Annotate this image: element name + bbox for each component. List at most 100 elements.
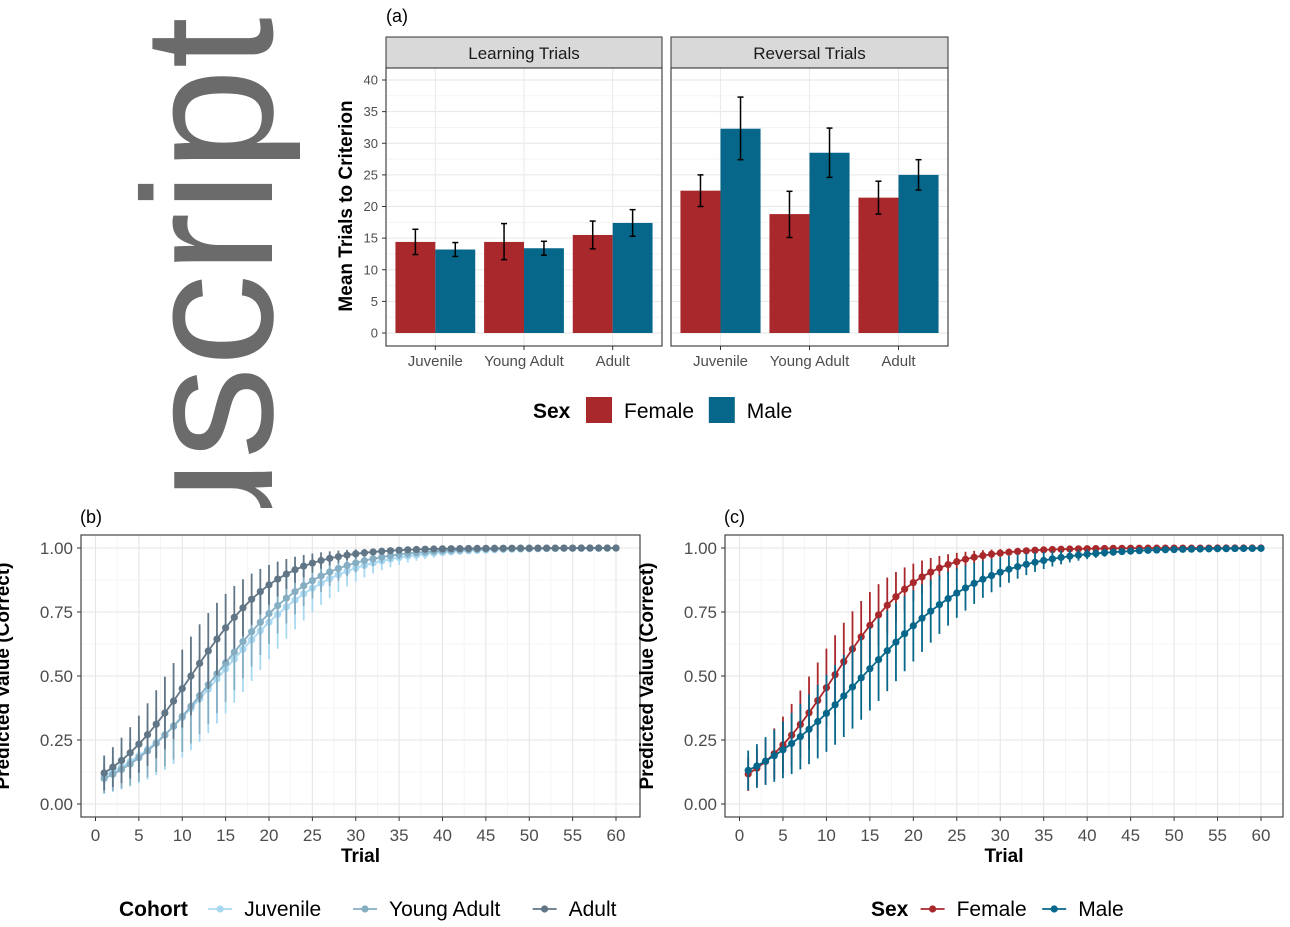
data-point [560, 544, 568, 552]
bar-female [572, 234, 613, 333]
y-tick-label: 0.50 [684, 667, 717, 686]
y-tick-label: 10 [364, 262, 378, 277]
data-point [300, 562, 308, 570]
data-point [796, 733, 804, 741]
y-tick-label: 30 [364, 136, 378, 151]
x-tick-label: 50 [1165, 826, 1184, 845]
data-point [1031, 558, 1039, 566]
panel-a: (a) Learning Trials Juvenile Young Adult Adu… [336, 6, 949, 423]
data-point [848, 683, 857, 691]
data-point [135, 740, 143, 748]
data-point [987, 571, 996, 580]
legend-label: Male [1078, 898, 1124, 921]
panel-b: (b) 0 5 10 15 20 25 30 35 40 45 50 55 60 0.00 0.25 0.50 0… [0, 507, 641, 921]
x-tick-label: 60 [607, 826, 626, 845]
data-point [230, 613, 238, 621]
y-tick-label: 0.25 [40, 731, 73, 750]
bar-male [524, 248, 564, 333]
panel-c: (c) 0 5 10 15 20 25 30 35 40 45 50 55 60 0.00 0.25 0.50 0… [637, 507, 1284, 921]
y-tick-label: 0.00 [684, 795, 717, 814]
data-point [1240, 544, 1248, 553]
y-tick-label: 0.75 [684, 603, 717, 622]
watermark-text: uscript [106, 17, 312, 562]
data-point [1005, 548, 1013, 556]
y-tick-label: 15 [364, 231, 378, 246]
data-point [525, 544, 533, 552]
data-point [1161, 546, 1169, 554]
x-tick-label: 10 [817, 826, 836, 845]
data-point [883, 647, 891, 655]
y-tick-label: 35 [364, 104, 378, 119]
bar-male [435, 249, 476, 333]
bar-female [858, 197, 899, 333]
legend-key-point [216, 905, 224, 913]
data-point [1048, 555, 1056, 563]
data-point [352, 550, 360, 558]
data-point [282, 570, 290, 578]
y-tick-label: 1.00 [40, 539, 73, 558]
x-tick-label: Young Adult [770, 353, 850, 370]
data-point [1040, 556, 1048, 565]
panel-border [670, 67, 949, 347]
data-point [1014, 547, 1022, 556]
series-adult [100, 544, 620, 791]
data-point [274, 575, 282, 583]
legend-title: Sex [871, 898, 909, 921]
data-point [612, 544, 620, 552]
data-point [1040, 546, 1048, 554]
data-point [352, 559, 360, 567]
data-point [265, 609, 273, 618]
data-point [456, 544, 464, 553]
data-point [953, 558, 961, 566]
x-tick-label: 50 [520, 826, 539, 845]
series-line [103, 547, 616, 774]
x-tick-label: Juvenile [408, 353, 463, 370]
data-point [378, 547, 386, 555]
y-tick-label: 0.00 [40, 795, 73, 814]
x-axis-title: Trial [984, 846, 1023, 867]
data-point [291, 566, 299, 574]
data-point [857, 674, 865, 682]
data-point [265, 581, 273, 589]
data-point [892, 638, 900, 646]
data-point [927, 607, 935, 615]
series-male [744, 544, 1265, 791]
data-point [516, 544, 525, 552]
data-point [1022, 547, 1030, 555]
data-point [317, 556, 325, 565]
data-point [438, 545, 447, 553]
data-point [840, 692, 848, 700]
x-tick-label: 35 [390, 826, 409, 845]
data-point [770, 752, 778, 760]
legend-key-male [1042, 905, 1067, 913]
data-point [256, 618, 264, 626]
data-point [1109, 548, 1117, 556]
y-tick-label: 1.00 [684, 539, 717, 558]
data-point [1100, 549, 1109, 557]
data-point [404, 546, 412, 554]
data-point [1074, 545, 1083, 553]
data-point [1074, 551, 1083, 559]
data-point [935, 564, 944, 572]
data-point [204, 647, 212, 655]
data-point [996, 568, 1004, 576]
x-tick-label: 5 [778, 826, 787, 845]
data-point [603, 544, 611, 552]
data-point [239, 604, 247, 612]
data-point [1222, 545, 1230, 553]
data-point [987, 550, 996, 558]
data-point [473, 544, 481, 552]
bar-male [720, 128, 761, 333]
data-point [1135, 547, 1143, 555]
data-point [569, 544, 577, 552]
data-point [961, 584, 970, 592]
data-point [961, 555, 970, 563]
data-point [317, 572, 325, 580]
bar-male [898, 174, 939, 333]
data-point [831, 701, 839, 709]
data-point [334, 564, 342, 573]
data-point [464, 544, 473, 553]
data-point [248, 595, 256, 603]
y-tick-label: 0.25 [684, 731, 717, 750]
data-point [918, 614, 926, 622]
